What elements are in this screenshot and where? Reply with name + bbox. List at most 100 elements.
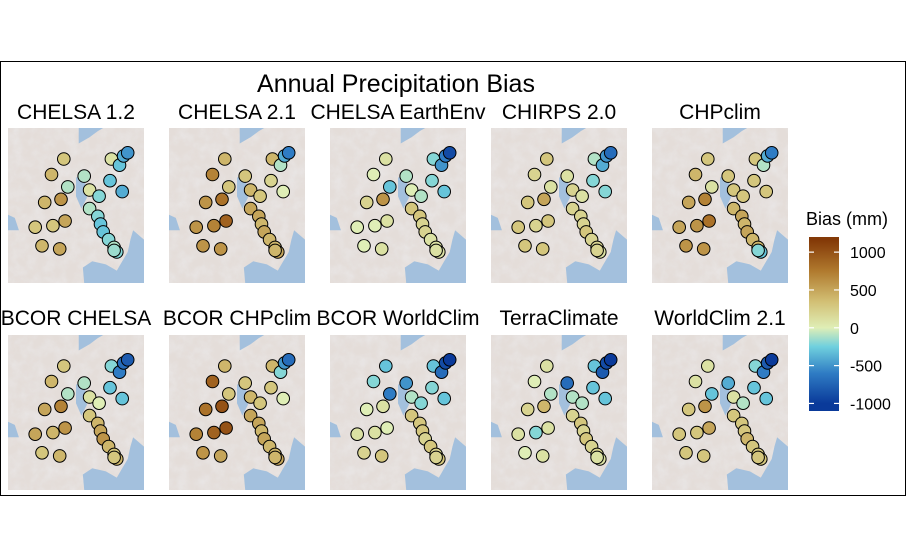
panel-title: BCOR CHPclim bbox=[163, 307, 311, 330]
station-point bbox=[205, 374, 220, 389]
station-point bbox=[575, 189, 589, 203]
station-point bbox=[705, 180, 719, 194]
station-point bbox=[429, 243, 443, 258]
station-point bbox=[61, 387, 75, 401]
station-point bbox=[107, 243, 121, 258]
station-point bbox=[679, 239, 693, 253]
inlet-water bbox=[720, 381, 731, 416]
station-point bbox=[253, 396, 267, 411]
station-point bbox=[281, 146, 296, 160]
map-panel: BCOR CHPclim bbox=[163, 307, 311, 490]
legend-ticks: 1000 500 0 -500 -1000 bbox=[809, 245, 891, 413]
station-point bbox=[726, 390, 741, 404]
station-point bbox=[44, 374, 59, 389]
station-point bbox=[376, 192, 390, 207]
station-point bbox=[404, 390, 419, 404]
station-point bbox=[243, 408, 258, 423]
station-point bbox=[92, 396, 106, 411]
station-point bbox=[764, 353, 779, 367]
station-point bbox=[253, 189, 267, 203]
station-point bbox=[565, 390, 580, 404]
legend-tick-label: -1000 bbox=[850, 396, 891, 413]
station-point bbox=[529, 425, 543, 440]
station-point bbox=[268, 450, 282, 465]
station-point bbox=[425, 380, 439, 395]
station-point bbox=[380, 421, 394, 435]
inlet-water bbox=[398, 174, 409, 209]
station-point bbox=[366, 167, 381, 182]
station-point bbox=[705, 387, 719, 401]
coastal-water bbox=[8, 421, 19, 438]
station-point bbox=[560, 376, 575, 390]
station-point bbox=[368, 218, 382, 233]
station-point bbox=[544, 180, 558, 194]
station-point bbox=[404, 408, 419, 423]
station-point bbox=[541, 421, 555, 435]
coastal-water bbox=[330, 214, 341, 231]
legend-colorbar bbox=[809, 237, 839, 411]
station-point bbox=[672, 427, 687, 442]
station-point bbox=[213, 449, 228, 463]
station-point bbox=[520, 402, 535, 417]
legend-tick-label: -500 bbox=[850, 359, 882, 376]
inlet-water bbox=[720, 174, 731, 209]
station-point bbox=[77, 376, 91, 390]
station-point bbox=[399, 376, 414, 390]
station-point bbox=[58, 214, 72, 228]
station-point bbox=[54, 399, 68, 414]
station-point bbox=[527, 167, 542, 182]
station-point bbox=[357, 446, 371, 460]
station-point bbox=[103, 380, 117, 395]
map-panel: CHELSA 2.1 bbox=[169, 101, 305, 283]
station-point bbox=[540, 359, 554, 373]
inlet-water bbox=[76, 381, 87, 416]
station-point bbox=[196, 239, 210, 253]
chart-title: Annual Precipitation Bias bbox=[257, 70, 535, 98]
station-point bbox=[688, 374, 703, 389]
panel-title: WorldClim 2.1 bbox=[654, 307, 785, 330]
station-point bbox=[205, 167, 220, 182]
station-point bbox=[751, 243, 765, 258]
station-point bbox=[35, 239, 49, 253]
station-point bbox=[222, 180, 236, 194]
station-point bbox=[736, 396, 750, 411]
station-point bbox=[82, 408, 97, 423]
station-point bbox=[374, 449, 389, 463]
station-point bbox=[537, 192, 551, 207]
station-point bbox=[414, 189, 428, 203]
station-point bbox=[690, 218, 704, 233]
station-point bbox=[115, 184, 129, 199]
station-point bbox=[590, 450, 604, 465]
station-point bbox=[672, 220, 687, 234]
station-point bbox=[759, 184, 774, 199]
station-point bbox=[759, 391, 774, 406]
station-point bbox=[243, 390, 258, 404]
station-point bbox=[219, 421, 233, 435]
station-point bbox=[376, 399, 390, 414]
station-point bbox=[120, 353, 135, 367]
station-point bbox=[404, 183, 419, 197]
map-panel: BCOR WorldClim bbox=[317, 307, 479, 490]
station-point bbox=[537, 399, 551, 414]
station-point bbox=[219, 214, 233, 228]
station-point bbox=[747, 380, 761, 395]
coastal-water bbox=[491, 421, 502, 438]
panel-title: BCOR CHELSA bbox=[1, 307, 152, 330]
station-point bbox=[238, 376, 252, 390]
station-point bbox=[28, 220, 43, 234]
station-point bbox=[61, 180, 75, 194]
station-point bbox=[399, 169, 414, 183]
station-point bbox=[359, 402, 374, 417]
station-point bbox=[44, 167, 59, 182]
panel-grid: CHELSA 1.2 CHELSA 2.1 CHELSA EarthEnv CHIRP… bbox=[1, 101, 788, 490]
station-point bbox=[383, 387, 397, 401]
legend-tick-label: 500 bbox=[850, 283, 877, 300]
station-point bbox=[57, 359, 71, 373]
station-point bbox=[541, 214, 555, 228]
station-point bbox=[442, 146, 457, 160]
station-point bbox=[535, 449, 550, 463]
station-point bbox=[264, 380, 278, 395]
station-point bbox=[238, 169, 252, 183]
panel-title: CHPclim bbox=[679, 101, 761, 124]
